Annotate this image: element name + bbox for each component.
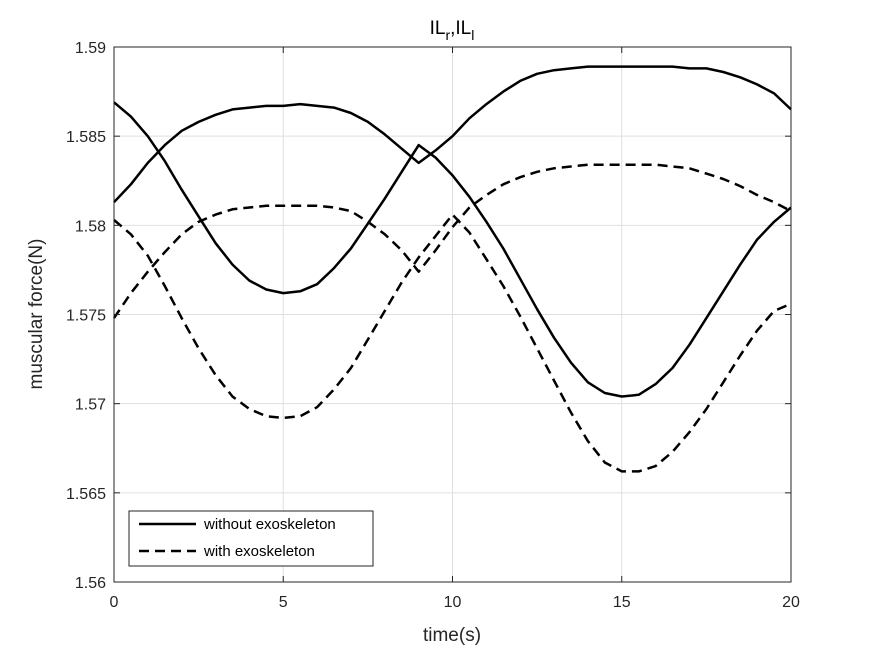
- y-tick-label: 1.57: [75, 397, 106, 414]
- title-subscript-2: l: [471, 27, 474, 43]
- without-exoskeleton-line-1: [113, 65, 792, 204]
- title-part-2: IL: [455, 18, 471, 39]
- legend-label-with-exoskeleton: with exoskeleton: [203, 543, 315, 560]
- legend: without exoskeleton with exoskeleton: [128, 510, 374, 567]
- y-tick-label: 1.585: [66, 129, 106, 146]
- title-part-1: IL: [430, 18, 446, 39]
- legend-box: [128, 510, 374, 567]
- chart-title: ILr,ILl: [430, 18, 475, 43]
- x-tick-label: 5: [279, 594, 288, 611]
- title-separator: ,: [450, 18, 455, 39]
- y-tick-label: 1.58: [75, 218, 106, 235]
- series-lines: [112, 65, 792, 473]
- with-exoskeleton-line-3: [112, 163, 792, 319]
- y-tick-label: 1.565: [66, 486, 106, 503]
- y-tick-label: 1.56: [75, 575, 106, 592]
- title-subscript-1: r: [445, 27, 450, 43]
- y-tick-label: 1.575: [66, 308, 106, 325]
- x-tick-label: 20: [782, 594, 800, 611]
- y-tick-label: 1.59: [75, 40, 106, 57]
- legend-label-without-exoskeleton: without exoskeleton: [203, 516, 336, 533]
- with-exoskeleton-line-2: [113, 213, 792, 473]
- axis-ticks: 0 5 10 15 20 1.56 1.565 1.57 1.575 1.58 1.585 1.59: [66, 40, 800, 611]
- x-tick-label: 10: [444, 594, 462, 611]
- y-axis-label: muscular force(N): [26, 239, 47, 390]
- x-tick-label: 15: [613, 594, 631, 611]
- x-tick-label: 0: [110, 594, 119, 611]
- without-exoskeleton-line-0: [113, 101, 792, 398]
- x-axis-label: time(s): [423, 625, 481, 646]
